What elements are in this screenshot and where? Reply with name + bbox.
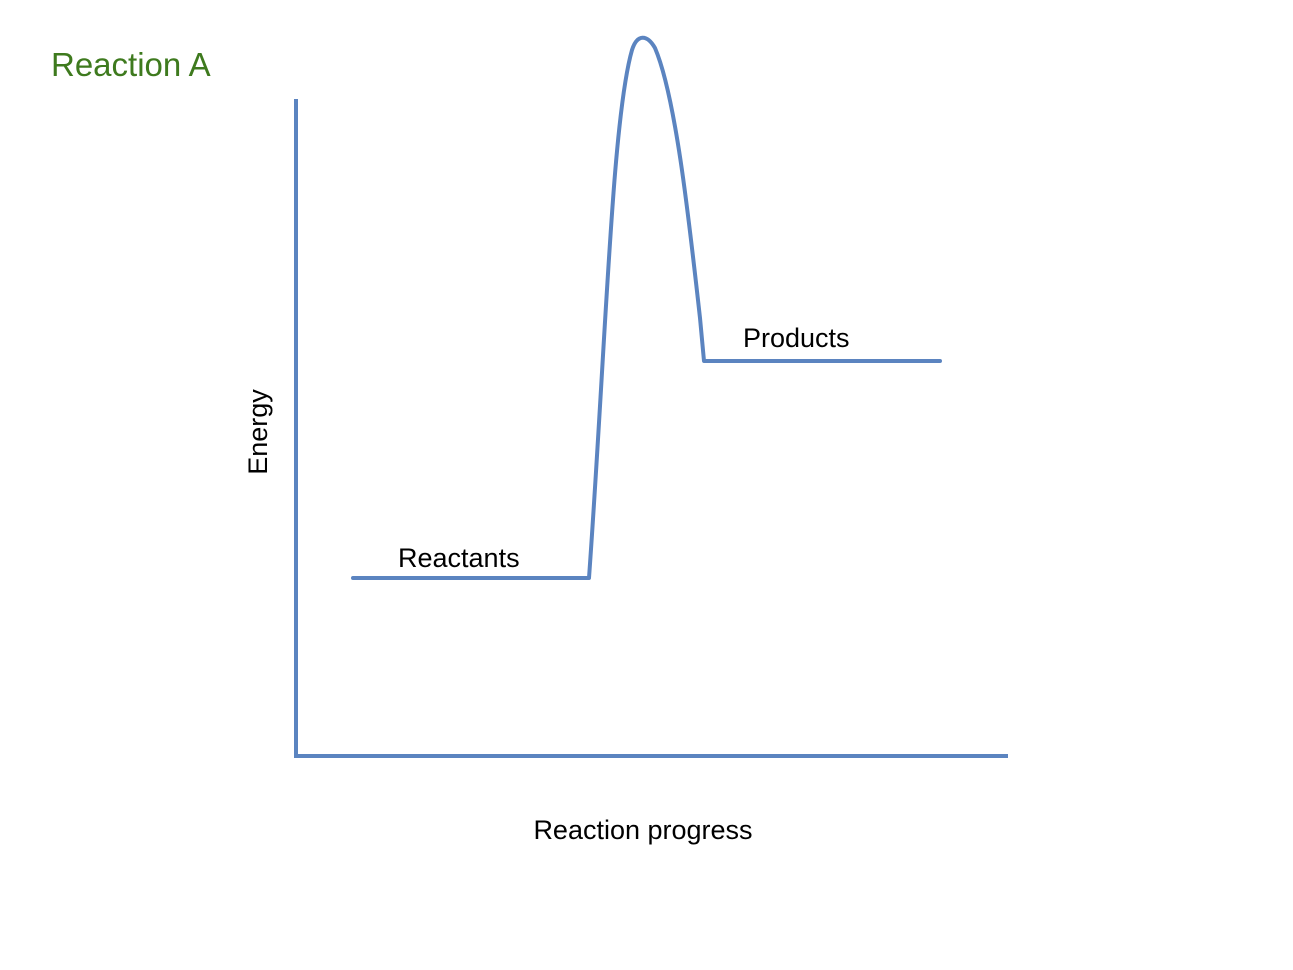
y-axis-label: Energy (243, 389, 273, 475)
diagram-title: Reaction A (51, 46, 211, 83)
x-axis-label: Reaction progress (533, 815, 752, 845)
energy-curve (351, 35, 942, 580)
products-label: Products (743, 323, 850, 353)
reactants-label: Reactants (398, 543, 520, 573)
